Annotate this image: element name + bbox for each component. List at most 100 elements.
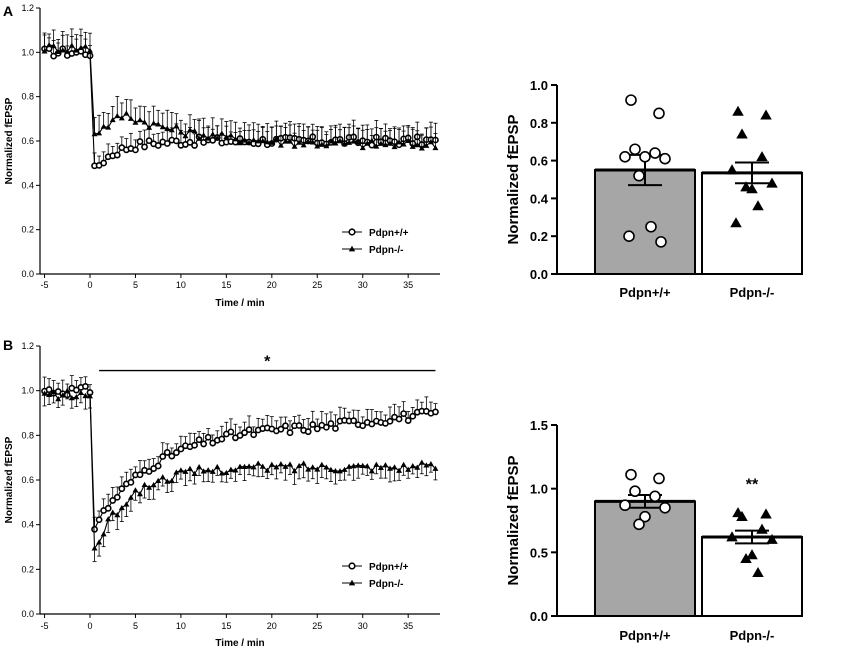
data-point	[114, 512, 121, 518]
data-point	[96, 130, 103, 136]
category-label: Pdpn+/+	[619, 285, 671, 300]
data-point	[177, 467, 184, 473]
individual-data-point	[730, 217, 742, 228]
data-point	[387, 465, 393, 471]
x-tick-label: 25	[312, 621, 322, 631]
data-point	[237, 139, 243, 146]
category-label: Pdpn-/-	[730, 285, 775, 300]
data-point	[405, 137, 412, 144]
y-tick-label: 0.6	[530, 154, 548, 169]
legend-marker	[348, 562, 356, 570]
individual-data-point	[629, 143, 641, 156]
data-point	[277, 425, 285, 433]
data-point	[245, 426, 253, 434]
y-tick-label: 0.2	[21, 564, 34, 574]
data-point	[314, 466, 321, 472]
data-point	[118, 485, 126, 493]
x-tick-label: 10	[176, 621, 186, 631]
data-point	[250, 464, 257, 470]
y-axis-title: Normalized fEPSP	[505, 455, 522, 585]
individual-data-point	[740, 552, 752, 564]
x-tick-label: -5	[41, 621, 49, 631]
data-point	[200, 440, 208, 448]
data-point	[387, 140, 393, 146]
data-point	[282, 463, 289, 469]
data-point	[227, 132, 234, 138]
data-point	[323, 143, 330, 149]
y-tick-label: 0.0	[21, 269, 34, 279]
data-point	[127, 494, 134, 500]
data-point	[373, 461, 380, 467]
data-point	[68, 42, 75, 48]
data-point	[268, 461, 275, 467]
y-tick-label: 0.4	[21, 520, 34, 530]
x-tick-label: 35	[403, 280, 413, 290]
data-point	[204, 433, 212, 441]
data-point	[218, 470, 225, 476]
data-point	[159, 453, 167, 460]
x-tick-label: 15	[221, 621, 231, 631]
data-point	[55, 395, 62, 402]
data-point	[172, 137, 180, 145]
data-point	[196, 463, 203, 470]
data-point	[250, 431, 258, 439]
individual-data-point	[752, 200, 764, 211]
data-point	[355, 462, 362, 468]
data-point	[350, 417, 358, 425]
data-point	[291, 143, 298, 149]
y-tick-label: 0.8	[21, 92, 34, 102]
individual-data-point	[623, 230, 635, 242]
data-point	[77, 389, 84, 395]
data-point	[87, 393, 93, 399]
y-tick-label: 0.2	[530, 229, 548, 244]
data-point	[136, 471, 144, 479]
data-point	[223, 133, 230, 140]
data-point	[423, 462, 430, 468]
data-point	[218, 130, 225, 136]
data-point	[314, 143, 321, 149]
data-point	[332, 425, 339, 432]
data-point	[196, 135, 203, 141]
individual-data-point	[766, 177, 778, 188]
data-point	[323, 464, 330, 470]
data-point	[114, 112, 121, 119]
data-point	[432, 408, 439, 416]
individual-data-point	[736, 128, 748, 139]
individual-data-point	[760, 109, 772, 120]
individual-data-point	[625, 468, 637, 481]
legend-label: Pdpn-/-	[369, 245, 403, 256]
data-point	[137, 117, 143, 123]
data-point	[191, 441, 198, 449]
x-tick-label: 35	[403, 621, 413, 631]
x-tick-label: 20	[267, 621, 277, 631]
data-point	[73, 47, 80, 53]
data-point	[205, 467, 212, 473]
data-point	[432, 144, 439, 151]
data-point	[418, 459, 425, 465]
data-point	[173, 469, 180, 475]
legend-marker	[348, 245, 356, 252]
data-point	[414, 464, 421, 470]
y-tick-label: 0.6	[21, 136, 34, 146]
y-tick-label: 1.0	[21, 47, 34, 57]
data-point	[309, 421, 317, 428]
data-point	[46, 391, 53, 398]
data-point	[264, 467, 271, 473]
data-point	[427, 461, 434, 467]
data-point	[341, 141, 348, 147]
y-tick-label: 1.0	[530, 482, 548, 497]
x-tick-label: 15	[221, 280, 231, 290]
data-point	[100, 123, 107, 129]
data-point	[150, 481, 157, 488]
data-point	[368, 468, 375, 474]
data-point	[259, 463, 266, 469]
data-point	[300, 460, 307, 466]
panel-b-time-course-chart: 0.0 0.2 0.4 0.6 0.8 1.0 1.2 -5 0 5 10 15 20 25 30 35 Tim…	[4, 341, 440, 649]
y-tick-label: 1.5	[530, 418, 548, 433]
data-point	[146, 124, 153, 130]
data-point	[82, 43, 89, 49]
data-point	[209, 131, 216, 137]
data-point	[264, 139, 271, 145]
individual-data-point	[619, 499, 631, 512]
data-point	[313, 425, 321, 433]
